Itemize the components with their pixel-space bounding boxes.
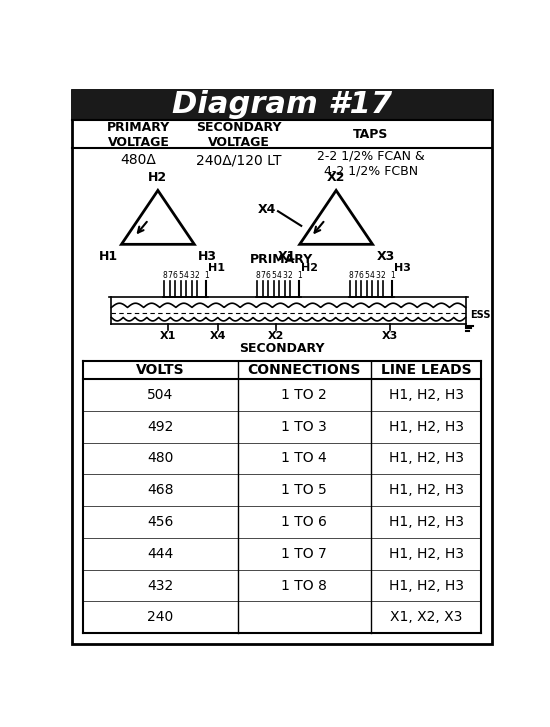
Text: H1, H2, H3: H1, H2, H3 <box>388 483 464 497</box>
Text: 492: 492 <box>147 419 173 434</box>
Text: 468: 468 <box>147 483 173 497</box>
Text: X3: X3 <box>376 251 395 263</box>
Text: X4: X4 <box>210 332 227 342</box>
Text: H2: H2 <box>148 172 167 184</box>
Text: 240: 240 <box>147 610 173 624</box>
Text: 6: 6 <box>359 270 364 280</box>
Text: X1, X2, X3: X1, X2, X3 <box>390 610 462 624</box>
Text: H1, H2, H3: H1, H2, H3 <box>388 419 464 434</box>
Text: ESS: ESS <box>470 310 491 320</box>
Text: H1, H2, H3: H1, H2, H3 <box>388 451 464 465</box>
Text: VOLTS: VOLTS <box>136 363 184 377</box>
Text: 4: 4 <box>184 270 189 280</box>
Text: 1: 1 <box>204 270 208 280</box>
Text: H3: H3 <box>394 262 411 273</box>
Text: H1, H2, H3: H1, H2, H3 <box>388 547 464 561</box>
Text: 6: 6 <box>173 270 178 280</box>
Text: H1, H2, H3: H1, H2, H3 <box>388 515 464 529</box>
Text: X3: X3 <box>382 332 399 342</box>
Text: 480: 480 <box>147 451 173 465</box>
Text: 1 TO 2: 1 TO 2 <box>282 388 327 402</box>
Text: H1, H2, H3: H1, H2, H3 <box>388 579 464 593</box>
Text: 5: 5 <box>178 270 183 280</box>
Bar <box>72 90 492 119</box>
Text: 6: 6 <box>266 270 271 280</box>
Text: X4: X4 <box>257 203 276 216</box>
Text: 2-2 1/2% FCAN &
4-2 1/2% FCBN: 2-2 1/2% FCAN & 4-2 1/2% FCBN <box>317 150 425 177</box>
Text: H1, H2, H3: H1, H2, H3 <box>388 388 464 402</box>
Text: 504: 504 <box>147 388 173 402</box>
Text: H2: H2 <box>301 262 318 273</box>
Text: 5: 5 <box>364 270 369 280</box>
Text: Diagram #17: Diagram #17 <box>172 90 392 119</box>
Text: H3: H3 <box>198 251 217 263</box>
Text: 1 TO 8: 1 TO 8 <box>282 579 327 593</box>
Text: LINE LEADS: LINE LEADS <box>381 363 471 377</box>
Text: CONNECTIONS: CONNECTIONS <box>248 363 361 377</box>
Text: 1 TO 7: 1 TO 7 <box>282 547 327 561</box>
Text: SECONDARY: SECONDARY <box>239 342 324 355</box>
Text: 456: 456 <box>147 515 173 529</box>
Text: X2: X2 <box>327 172 345 184</box>
Text: 8: 8 <box>348 270 353 280</box>
Text: 7: 7 <box>261 270 265 280</box>
Text: 5: 5 <box>271 270 276 280</box>
Text: 7: 7 <box>354 270 359 280</box>
Text: 8: 8 <box>162 270 167 280</box>
Text: 3: 3 <box>282 270 287 280</box>
Text: X1: X1 <box>160 332 176 342</box>
Text: 240Δ/120 LT: 240Δ/120 LT <box>196 153 282 167</box>
Text: 4: 4 <box>370 270 375 280</box>
Text: 1: 1 <box>390 270 395 280</box>
Text: 2: 2 <box>381 270 386 280</box>
Text: 1 TO 4: 1 TO 4 <box>282 451 327 465</box>
Text: PRIMARY: PRIMARY <box>250 253 313 266</box>
Text: 3: 3 <box>375 270 380 280</box>
Text: 432: 432 <box>147 579 173 593</box>
Text: H1: H1 <box>208 262 225 273</box>
Text: X1: X1 <box>277 251 296 263</box>
Text: 3: 3 <box>189 270 194 280</box>
Text: 1 TO 6: 1 TO 6 <box>282 515 327 529</box>
Text: 4: 4 <box>277 270 282 280</box>
Text: 1 TO 3: 1 TO 3 <box>282 419 327 434</box>
Text: H1: H1 <box>98 251 118 263</box>
Text: 1 TO 5: 1 TO 5 <box>282 483 327 497</box>
Text: TAPS: TAPS <box>353 129 389 142</box>
Text: 2: 2 <box>195 270 200 280</box>
Text: 2: 2 <box>288 270 293 280</box>
Text: X2: X2 <box>268 332 285 342</box>
Text: 444: 444 <box>147 547 173 561</box>
Text: 8: 8 <box>255 270 260 280</box>
Text: 480Δ: 480Δ <box>120 153 156 167</box>
Text: SECONDARY
VOLTAGE: SECONDARY VOLTAGE <box>196 121 282 149</box>
Text: PRIMARY
VOLTAGE: PRIMARY VOLTAGE <box>107 121 170 149</box>
Text: 1: 1 <box>297 270 302 280</box>
Text: 7: 7 <box>167 270 172 280</box>
